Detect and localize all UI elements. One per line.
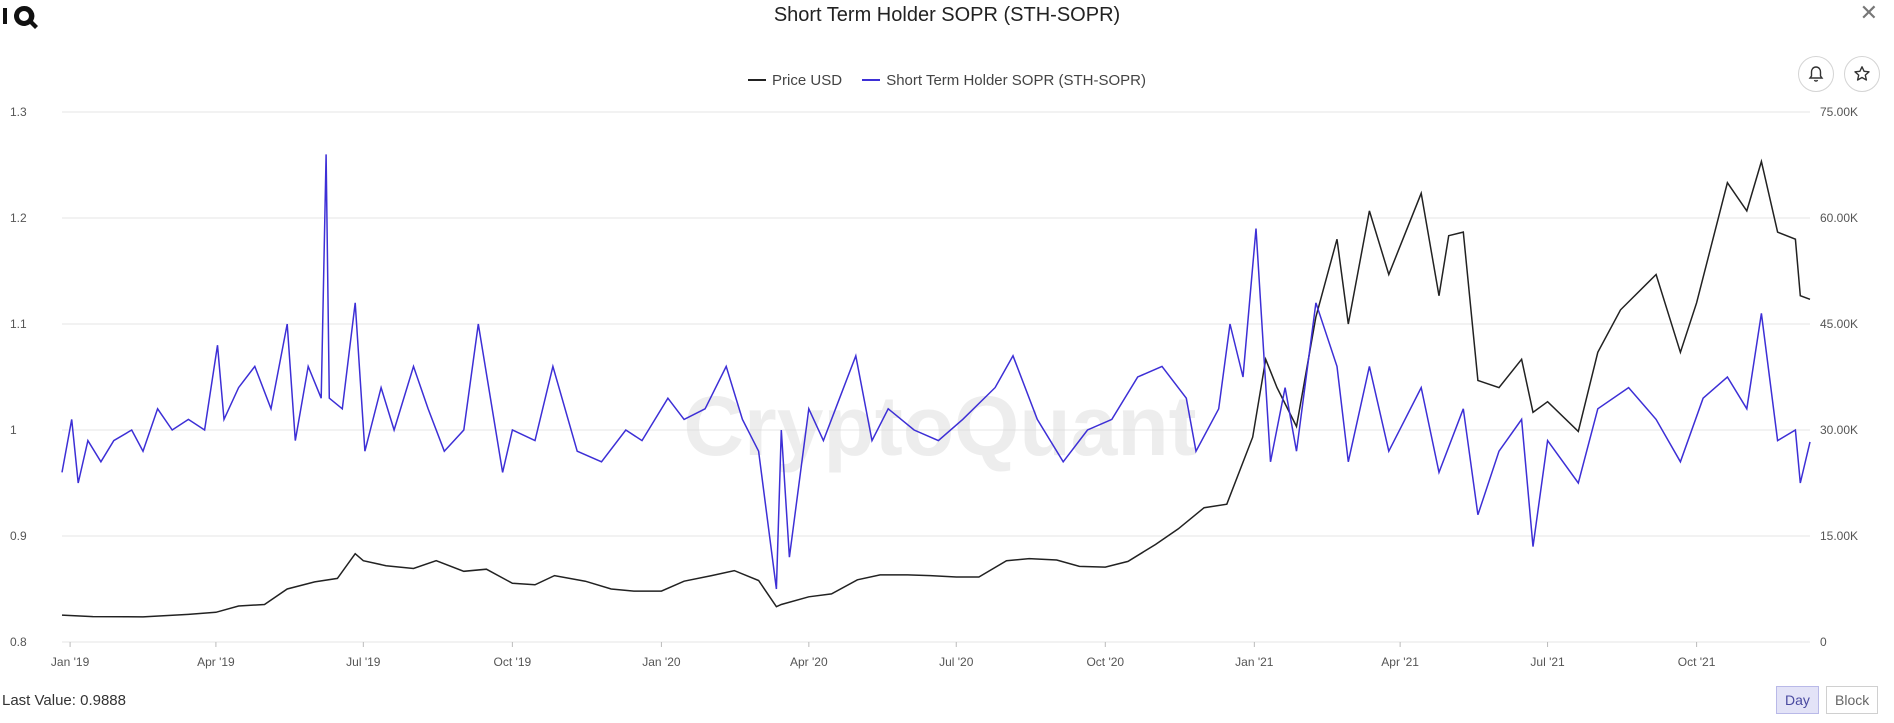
- legend: Price USD Short Term Holder SOPR (STH-SO…: [0, 68, 1894, 89]
- left-tick-label: 0.9: [10, 529, 27, 543]
- grid-layer: [62, 111, 1810, 643]
- page-title: Short Term Holder SOPR (STH-SOPR): [773, 4, 1121, 26]
- cryptoquant-logo-icon[interactable]: [0, 2, 40, 30]
- x-tick-label: Jul '19: [346, 655, 381, 669]
- x-tick-label: Apr '20: [790, 655, 828, 669]
- x-tick-label: Jan '19: [51, 655, 90, 669]
- alert-button[interactable]: [1798, 56, 1834, 92]
- bell-icon: [1808, 66, 1824, 82]
- legend-price-label: Price USD: [772, 71, 843, 89]
- left-tick-label: 0.8: [10, 635, 27, 649]
- legend-item-sopr[interactable]: Short Term Holder SOPR (STH-SOPR): [862, 72, 1146, 89]
- x-tick-label: Oct '21: [1678, 655, 1716, 669]
- watermark-text: CryptoQuant: [683, 379, 1196, 473]
- sopr-swatch: [862, 79, 881, 81]
- close-icon[interactable]: ✕: [1859, 0, 1878, 25]
- left-tick-label: 1: [10, 423, 17, 437]
- price-usd-line: [61, 158, 1811, 618]
- left-axis: 0.8 0.9 1 1.1 1.2 1.3: [10, 105, 27, 649]
- right-tick-label: 60.00K: [1820, 211, 1858, 225]
- x-axis: Jan '19 Apr '19 Jul '19 Oct '19 Jan '20 Apr '…: [51, 642, 1716, 669]
- last-value-readout: Last Value: 0.9888: [2, 692, 126, 709]
- left-tick-label: 1.1: [10, 317, 27, 331]
- right-axis: 0 15.00K 30.00K 45.00K 60.00K 75.00K: [1820, 105, 1858, 649]
- x-tick-label: Apr '21: [1381, 655, 1419, 669]
- x-tick-label: Apr '19: [197, 655, 235, 669]
- x-tick-label: Oct '19: [494, 655, 532, 669]
- x-tick-label: Jan '21: [1235, 655, 1274, 669]
- price-swatch: [748, 79, 767, 81]
- legend-sopr-label: Short Term Holder SOPR (STH-SOPR): [886, 71, 1146, 89]
- left-tick-label: 1.3: [10, 105, 27, 119]
- left-tick-label: 1.2: [10, 211, 27, 225]
- day-toggle-button[interactable]: Day: [1776, 686, 1819, 714]
- legend-item-price[interactable]: Price USD: [748, 72, 842, 89]
- block-toggle-button[interactable]: Block: [1826, 686, 1879, 714]
- sth-sopr-line: [61, 154, 1811, 590]
- right-tick-label: 45.00K: [1820, 317, 1858, 331]
- favorite-button[interactable]: [1844, 56, 1880, 92]
- right-tick-label: 30.00K: [1820, 423, 1858, 437]
- x-tick-label: Jan '20: [642, 655, 681, 669]
- right-tick-label: 75.00K: [1820, 105, 1858, 119]
- x-tick-label: Jul '20: [939, 655, 974, 669]
- x-tick-label: Jul '21: [1530, 655, 1565, 669]
- right-tick-label: 0: [1820, 635, 1827, 649]
- right-tick-label: 15.00K: [1820, 529, 1858, 543]
- x-tick-label: Oct '20: [1086, 655, 1124, 669]
- star-icon: [1854, 66, 1870, 81]
